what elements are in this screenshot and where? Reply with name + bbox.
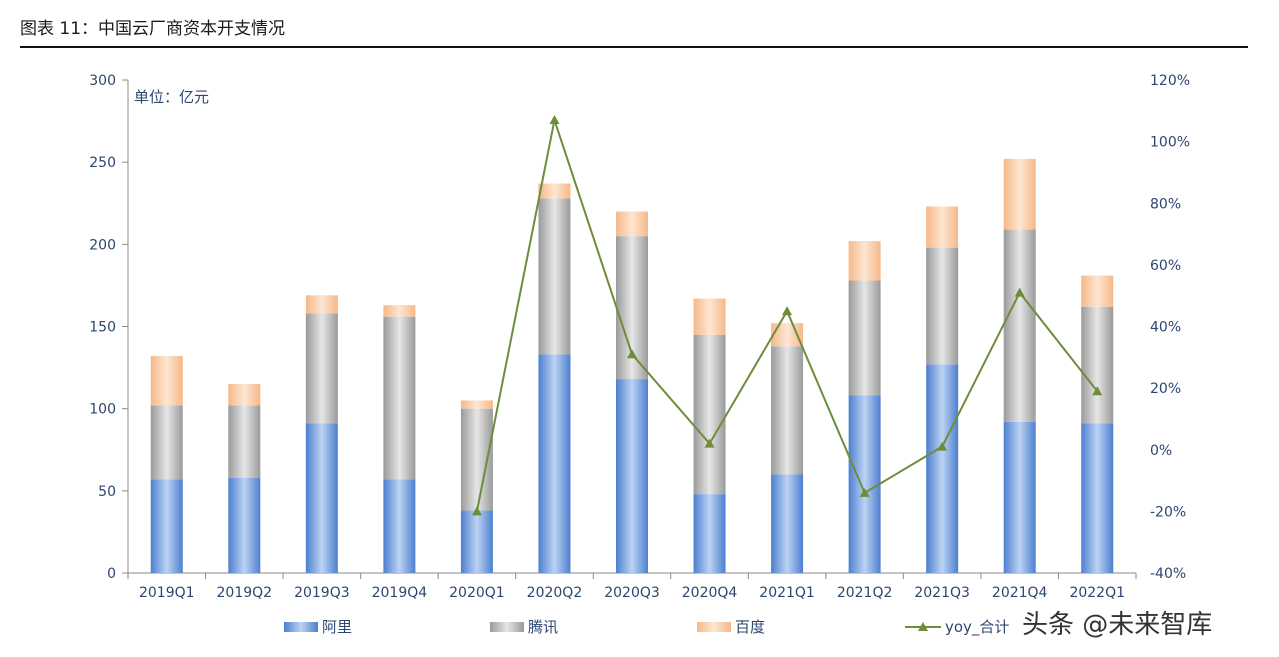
bar-tencent — [150, 405, 183, 480]
y-right-tick-label: -20% — [1150, 504, 1186, 520]
bar-ali — [460, 510, 493, 573]
bar-tencent — [228, 405, 261, 478]
bar-ali — [1003, 421, 1036, 573]
y-left-tick-label: 150 — [89, 320, 116, 336]
bar-ali — [228, 477, 261, 573]
bar-ali — [771, 474, 804, 573]
legend-baidu-label: 百度 — [735, 618, 765, 636]
bar-baidu — [1081, 275, 1114, 307]
bar-tencent — [848, 280, 881, 396]
y-left-tick-label: 50 — [98, 484, 116, 500]
bar-ali — [848, 395, 881, 573]
x-tick-label: 2019Q1 — [139, 585, 195, 601]
bar-ali — [693, 494, 726, 573]
x-tick-label: 2019Q4 — [372, 585, 428, 601]
y-right-tick-label: 80% — [1150, 196, 1181, 212]
bar-ali — [383, 479, 416, 573]
bar-ali — [150, 479, 183, 573]
y-left-tick-label: 200 — [89, 237, 116, 253]
y-left-tick-label: 100 — [89, 402, 116, 418]
yoy-point — [859, 487, 870, 497]
title-divider — [20, 46, 1248, 48]
y-right-tick-label: 0% — [1150, 443, 1172, 459]
x-tick-label: 2020Q3 — [604, 585, 660, 601]
legend-yoy-label: yoy_合计 — [945, 618, 1009, 637]
x-tick-label: 2019Q2 — [217, 585, 273, 601]
yoy-point — [1092, 386, 1103, 396]
x-tick-label: 2019Q3 — [294, 585, 350, 601]
page-title: 图表 11：中国云厂商资本开支情况 — [20, 19, 286, 39]
unit-label: 单位：亿元 — [134, 88, 209, 106]
yoy-point — [471, 506, 482, 516]
y-right-tick-label: 40% — [1150, 320, 1181, 336]
bar-ali — [616, 379, 648, 573]
bar-baidu — [848, 241, 881, 281]
bar-ali — [305, 423, 338, 573]
y-left-tick-label: 0 — [107, 566, 116, 582]
bar-tencent — [771, 346, 804, 475]
bar-baidu — [616, 211, 648, 237]
bar-tencent — [693, 334, 726, 495]
bar-baidu — [771, 323, 804, 347]
legend-yoy-marker — [918, 622, 928, 631]
x-tick-label: 2021Q1 — [759, 585, 815, 601]
legend-baidu-swatch — [697, 622, 731, 632]
legend-tencent-label: 腾讯 — [528, 618, 558, 636]
legend-ali-label: 阿里 — [322, 618, 352, 636]
bar-baidu — [383, 305, 416, 317]
x-tick-label: 2020Q1 — [449, 585, 505, 601]
bar-baidu — [693, 298, 726, 335]
legend-tencent-swatch — [490, 622, 524, 632]
x-tick-label: 2021Q3 — [914, 585, 970, 601]
yoy-point — [782, 306, 793, 316]
bar-baidu — [538, 183, 571, 199]
y-right-tick-label: 20% — [1150, 381, 1181, 397]
x-tick-label: 2020Q4 — [682, 585, 738, 601]
y-left-tick-label: 300 — [89, 73, 116, 89]
yoy-point — [937, 441, 948, 451]
bar-baidu — [150, 356, 183, 406]
x-tick-label: 2022Q1 — [1069, 585, 1125, 601]
bar-tencent — [1081, 306, 1114, 424]
bar-tencent — [383, 316, 416, 480]
yoy-point — [549, 115, 560, 125]
watermark: 头条 @未来智库 — [1022, 610, 1212, 640]
bar-tencent — [538, 198, 571, 355]
x-tick-label: 2020Q2 — [527, 585, 583, 601]
yoy-point — [704, 438, 715, 448]
y-right-tick-label: 120% — [1150, 73, 1190, 89]
bar-baidu — [926, 206, 959, 248]
y-right-tick-label: 60% — [1150, 258, 1181, 274]
bar-baidu — [305, 295, 338, 314]
x-tick-label: 2021Q4 — [992, 585, 1048, 601]
bar-tencent — [926, 247, 959, 365]
bar-tencent — [305, 313, 338, 424]
y-right-tick-label: 100% — [1150, 135, 1190, 151]
bar-tencent — [1003, 229, 1036, 422]
bar-baidu — [460, 400, 493, 409]
y-right-tick-label: -40% — [1150, 566, 1186, 582]
bar-ali — [538, 354, 571, 573]
yoy-point — [627, 349, 637, 359]
legend-ali-swatch — [284, 622, 318, 632]
yoy-point — [1014, 287, 1025, 297]
y-left-tick-label: 250 — [89, 155, 116, 171]
bar-baidu — [228, 384, 261, 406]
x-tick-label: 2021Q2 — [837, 585, 893, 601]
bar-baidu — [1003, 158, 1036, 230]
bar-ali — [926, 364, 959, 573]
bar-ali — [1081, 423, 1114, 573]
